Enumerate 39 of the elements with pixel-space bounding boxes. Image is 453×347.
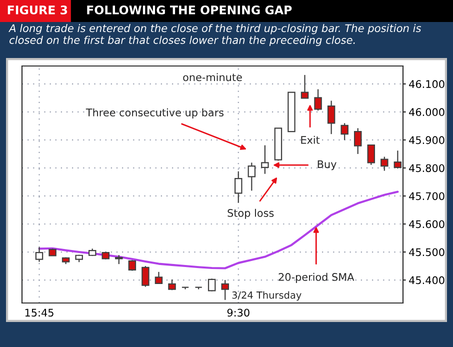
candlestick (35, 246, 44, 262)
candlestick (261, 144, 269, 174)
annotation: Buy (318, 160, 336, 170)
candlestick (314, 88, 322, 112)
caption: FIGURE 3 (8, 5, 68, 14)
candlestick (208, 278, 216, 292)
y-tick-label: 46.000 (409, 108, 444, 116)
candlestick (154, 271, 163, 285)
y-tick-label: 45.500 (409, 248, 444, 256)
candlestick (354, 128, 362, 155)
y-tick-label: 45.400 (409, 276, 444, 284)
candlestick (142, 265, 150, 288)
y-tick-label: 45.600 (409, 220, 444, 228)
y-tick-label: 45.900 (409, 136, 444, 144)
annotation: Three consecutive up bars (86, 108, 224, 118)
candlestick (367, 144, 376, 166)
chart-title: FOLLOWING THE OPENING GAP (87, 5, 292, 14)
candlestick (248, 162, 256, 192)
candlestick (181, 286, 190, 290)
y-tick-label: 46.100 (409, 80, 444, 88)
annotation: 3/24 Thursday (232, 291, 302, 301)
annotation: 20-period SMA (278, 272, 354, 283)
annotation: Stop loss (228, 208, 274, 219)
candlestick (340, 122, 348, 141)
candlestick (128, 260, 136, 272)
x-tick-label: 15:45 (25, 308, 54, 317)
candlestick (221, 279, 229, 300)
candlestick (234, 170, 242, 204)
y-tick-label: 45.800 (409, 164, 444, 172)
candlestick (380, 156, 388, 172)
y-tick-label: 45.700 (409, 192, 444, 200)
chart-subtitle: A long trade is entered on the close of the third up-closing bar. The position is closed on the first bar that closes lower than the preceding close. (8, 24, 422, 46)
line-series (38, 190, 399, 270)
annotation: one-minute (183, 73, 242, 82)
annotation: Exit (301, 136, 320, 144)
candlestick (394, 150, 402, 170)
candlestick (300, 74, 309, 99)
x-tick-label: 9:30 (227, 308, 250, 317)
candlestick (327, 100, 336, 135)
